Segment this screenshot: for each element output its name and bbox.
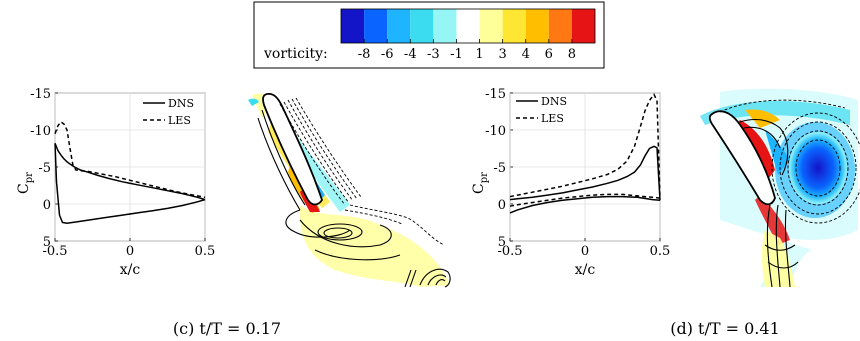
x-tick-label: 0 [581, 244, 589, 259]
y-tick-label: -10 [485, 124, 506, 139]
colorbar-tick-label: -6 [381, 47, 394, 62]
colorbar-tick-label: -8 [358, 47, 371, 62]
plot-c-x-tick-labels: -0.5 0 0.5 [42, 244, 215, 259]
colorbar-tick-label: 6 [545, 47, 553, 62]
colorbar-cell [479, 9, 503, 43]
colorbar-cell [571, 9, 595, 43]
series-line-dns [509, 145, 661, 201]
y-tick-label: -15 [485, 87, 506, 102]
plot-c-ylabel: Cpr [16, 172, 35, 194]
x-tick-label: 0 [126, 244, 134, 259]
vorticity-field-c [248, 93, 451, 288]
colorbar-tick-label: 4 [522, 47, 530, 62]
colorbar-cell [456, 9, 480, 43]
plot-c-grid [54, 92, 206, 242]
y-tick-label: 0 [43, 198, 51, 213]
colorbar-tick-label: -1 [450, 47, 463, 62]
caption-c: (c) t/T = 0.17 [173, 319, 281, 338]
colorbar-tick-labels: -8 -6 -4 -3 -1 1 3 4 6 8 [358, 39, 576, 62]
colorbar-cell [410, 9, 434, 43]
y-tick-label: -15 [30, 87, 51, 102]
colorbar-cell [433, 9, 457, 43]
legend-les-c: LES [168, 114, 191, 127]
plot-d-x-tick-labels: -0.5 0 0.5 [497, 244, 670, 259]
plot-d-y-tick-labels: -15 -10 -5 0 5 [485, 87, 506, 250]
legend-dns-c: DNS [168, 97, 194, 110]
plot-d-grid [509, 92, 661, 242]
cp-plot-c: -15 -10 -5 0 5 -0.5 0 0.5 Cpr x/c DNS LES (c) … [16, 87, 281, 338]
plot-c-series [54, 120, 206, 224]
plot-c-y-tick-labels: -15 -10 -5 0 5 [30, 87, 51, 250]
x-tick-label: -0.5 [497, 244, 522, 259]
colorbar-cell [502, 9, 526, 43]
x-tick-label: -0.5 [42, 244, 67, 259]
colorbar-cell [387, 9, 411, 43]
colorbar-tick-label: 3 [498, 47, 506, 62]
y-tick-label: -5 [38, 161, 51, 176]
colorbar-label: vorticity: [263, 46, 328, 62]
series-line-dns [54, 143, 206, 201]
colorbar-cell [525, 9, 549, 43]
legend-dns-d: DNS [541, 95, 567, 108]
colorbar-tick-label: 8 [568, 47, 576, 62]
colorbar-tick-label: 1 [475, 47, 483, 62]
series-line-les [54, 120, 206, 199]
colorbar-cell [364, 9, 388, 43]
vorticity-field-d [700, 88, 860, 288]
plot-d-ylabel: Cpr [471, 172, 490, 194]
series-line-dns [54, 143, 206, 224]
colorbar-cells [340, 8, 596, 44]
plot-c-legend: DNS LES [143, 97, 194, 127]
colorbar-cell [548, 9, 572, 43]
series-line-les [509, 93, 661, 199]
x-tick-label: 0.5 [650, 244, 671, 259]
series-line-dns [509, 195, 661, 214]
y-tick-label: 5 [498, 235, 506, 250]
plot-d-xlabel: x/c [575, 262, 596, 278]
x-tick-label: 0.5 [195, 244, 216, 259]
colorbar-tick-label: -4 [404, 47, 417, 62]
y-tick-label: -10 [30, 124, 51, 139]
colorbar-cell [341, 9, 365, 43]
y-tick-label: -5 [493, 161, 506, 176]
cp-plot-d: -15 -10 -5 0 5 -0.5 0 0.5 Cpr x/c DNS LES (d) … [471, 87, 780, 338]
y-tick-label: 5 [43, 235, 51, 250]
plot-d-legend: DNS LES [516, 95, 567, 125]
y-tick-label: 0 [498, 198, 506, 213]
caption-d: (d) t/T = 0.41 [670, 319, 780, 338]
colorbar-tick-label: -3 [427, 47, 440, 62]
colorbar: vorticity: -8 -6 -4 -3 -1 1 3 4 6 8 [253, 1, 605, 69]
plot-d-series [509, 93, 661, 214]
plot-c-xlabel: x/c [120, 262, 141, 278]
legend-les-d: LES [541, 112, 564, 125]
